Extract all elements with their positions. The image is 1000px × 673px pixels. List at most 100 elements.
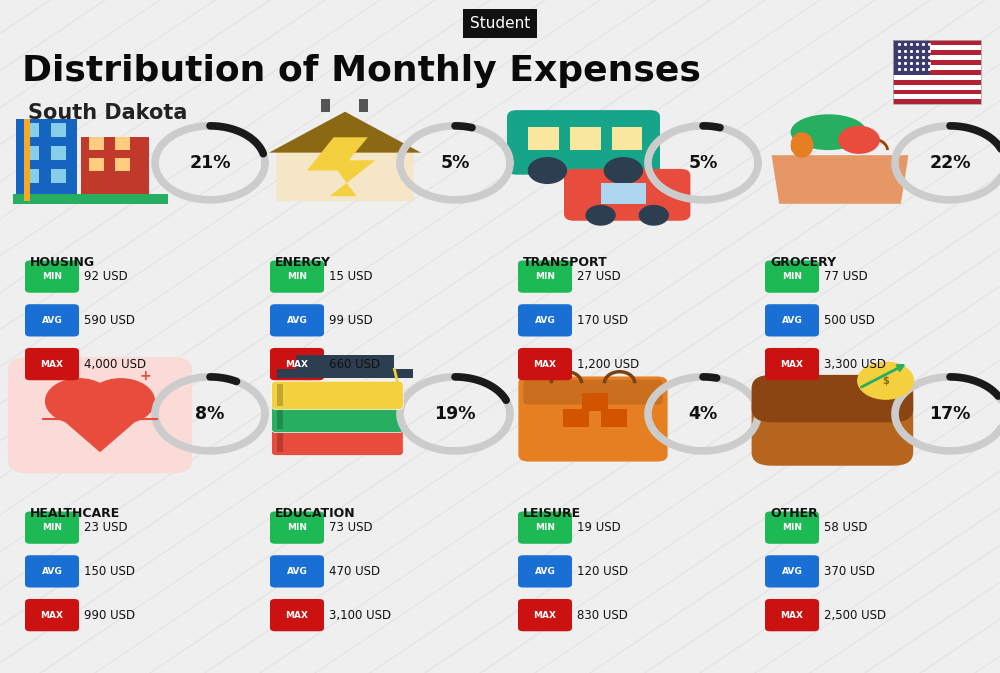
FancyBboxPatch shape bbox=[518, 348, 572, 380]
Bar bbox=[893, 94, 981, 100]
Text: Distribution of Monthly Expenses: Distribution of Monthly Expenses bbox=[22, 54, 701, 87]
Text: 19%: 19% bbox=[434, 405, 476, 423]
Text: South Dakota: South Dakota bbox=[28, 103, 187, 123]
Text: MAX: MAX bbox=[41, 610, 64, 620]
Bar bbox=[893, 55, 981, 60]
Text: OTHER: OTHER bbox=[770, 507, 818, 520]
Polygon shape bbox=[277, 119, 413, 201]
Bar bbox=[893, 85, 981, 90]
Text: MIN: MIN bbox=[42, 523, 62, 532]
Text: 21%: 21% bbox=[189, 154, 231, 172]
Bar bbox=[51, 170, 66, 183]
Bar bbox=[115, 157, 130, 170]
Text: MIN: MIN bbox=[782, 523, 802, 532]
Text: 470 USD: 470 USD bbox=[329, 565, 380, 578]
Text: HEALTHCARE: HEALTHCARE bbox=[30, 507, 120, 520]
FancyBboxPatch shape bbox=[25, 260, 79, 293]
FancyBboxPatch shape bbox=[765, 511, 819, 544]
Bar bbox=[24, 123, 39, 137]
FancyBboxPatch shape bbox=[270, 511, 324, 544]
Text: AVG: AVG bbox=[782, 567, 802, 576]
FancyBboxPatch shape bbox=[270, 304, 324, 336]
Bar bbox=[601, 409, 627, 427]
Text: TRANSPORT: TRANSPORT bbox=[523, 256, 608, 269]
FancyBboxPatch shape bbox=[270, 599, 324, 631]
Bar bbox=[277, 431, 283, 452]
Bar bbox=[893, 45, 981, 50]
FancyBboxPatch shape bbox=[765, 260, 819, 293]
Text: $: $ bbox=[882, 376, 889, 386]
Bar bbox=[24, 146, 39, 160]
Text: MAX: MAX bbox=[41, 359, 64, 369]
Bar bbox=[13, 194, 168, 204]
FancyBboxPatch shape bbox=[752, 375, 913, 422]
FancyBboxPatch shape bbox=[270, 555, 324, 588]
Circle shape bbox=[586, 205, 615, 225]
FancyBboxPatch shape bbox=[25, 511, 79, 544]
Text: LEISURE: LEISURE bbox=[523, 507, 581, 520]
Text: 8%: 8% bbox=[195, 405, 225, 423]
Bar bbox=[893, 40, 930, 75]
FancyBboxPatch shape bbox=[272, 404, 403, 433]
Text: 2,500 USD: 2,500 USD bbox=[824, 608, 886, 622]
Polygon shape bbox=[772, 155, 908, 204]
Text: MIN: MIN bbox=[782, 272, 802, 281]
Bar bbox=[893, 40, 981, 45]
Text: MIN: MIN bbox=[287, 272, 307, 281]
Text: 27 USD: 27 USD bbox=[577, 270, 621, 283]
Text: 4%: 4% bbox=[688, 405, 718, 423]
FancyBboxPatch shape bbox=[518, 304, 572, 336]
FancyBboxPatch shape bbox=[270, 260, 324, 293]
Bar bbox=[893, 90, 981, 94]
Text: 150 USD: 150 USD bbox=[84, 565, 135, 578]
Polygon shape bbox=[307, 137, 375, 196]
Text: 22%: 22% bbox=[929, 154, 971, 172]
Bar bbox=[51, 123, 66, 137]
Text: 92 USD: 92 USD bbox=[84, 270, 128, 283]
Bar bbox=[528, 127, 559, 150]
FancyBboxPatch shape bbox=[765, 599, 819, 631]
FancyBboxPatch shape bbox=[523, 380, 663, 404]
FancyBboxPatch shape bbox=[752, 382, 913, 466]
Text: 23 USD: 23 USD bbox=[84, 521, 128, 534]
Circle shape bbox=[838, 126, 880, 154]
Bar bbox=[893, 79, 981, 85]
FancyBboxPatch shape bbox=[272, 427, 403, 456]
Circle shape bbox=[857, 361, 914, 400]
FancyBboxPatch shape bbox=[25, 599, 79, 631]
FancyBboxPatch shape bbox=[8, 357, 192, 473]
Text: 830 USD: 830 USD bbox=[577, 608, 628, 622]
Text: AVG: AVG bbox=[535, 316, 555, 325]
Bar bbox=[893, 100, 981, 104]
Ellipse shape bbox=[791, 114, 867, 150]
FancyBboxPatch shape bbox=[765, 304, 819, 336]
Circle shape bbox=[639, 205, 668, 225]
Text: AVG: AVG bbox=[287, 567, 307, 576]
Bar bbox=[89, 157, 104, 170]
FancyBboxPatch shape bbox=[518, 511, 572, 544]
Bar bbox=[893, 50, 981, 55]
Text: 3,100 USD: 3,100 USD bbox=[329, 608, 391, 622]
Text: MIN: MIN bbox=[287, 523, 307, 532]
Text: 15 USD: 15 USD bbox=[329, 270, 373, 283]
Text: AVG: AVG bbox=[287, 316, 307, 325]
FancyBboxPatch shape bbox=[25, 555, 79, 588]
Bar bbox=[893, 70, 981, 75]
Bar bbox=[16, 119, 77, 201]
FancyBboxPatch shape bbox=[518, 376, 668, 462]
Bar bbox=[24, 170, 39, 183]
FancyBboxPatch shape bbox=[25, 348, 79, 380]
Text: AVG: AVG bbox=[42, 567, 62, 576]
FancyBboxPatch shape bbox=[518, 555, 572, 588]
Text: 73 USD: 73 USD bbox=[329, 521, 373, 534]
Text: MAX: MAX bbox=[534, 359, 556, 369]
Text: 590 USD: 590 USD bbox=[84, 314, 135, 327]
Text: 5%: 5% bbox=[440, 154, 470, 172]
Text: MIN: MIN bbox=[535, 523, 555, 532]
Text: MAX: MAX bbox=[286, 359, 309, 369]
Text: 77 USD: 77 USD bbox=[824, 270, 868, 283]
FancyBboxPatch shape bbox=[272, 381, 403, 410]
Bar bbox=[893, 40, 981, 104]
Text: MAX: MAX bbox=[534, 610, 556, 620]
Text: 4,000 USD: 4,000 USD bbox=[84, 357, 146, 371]
